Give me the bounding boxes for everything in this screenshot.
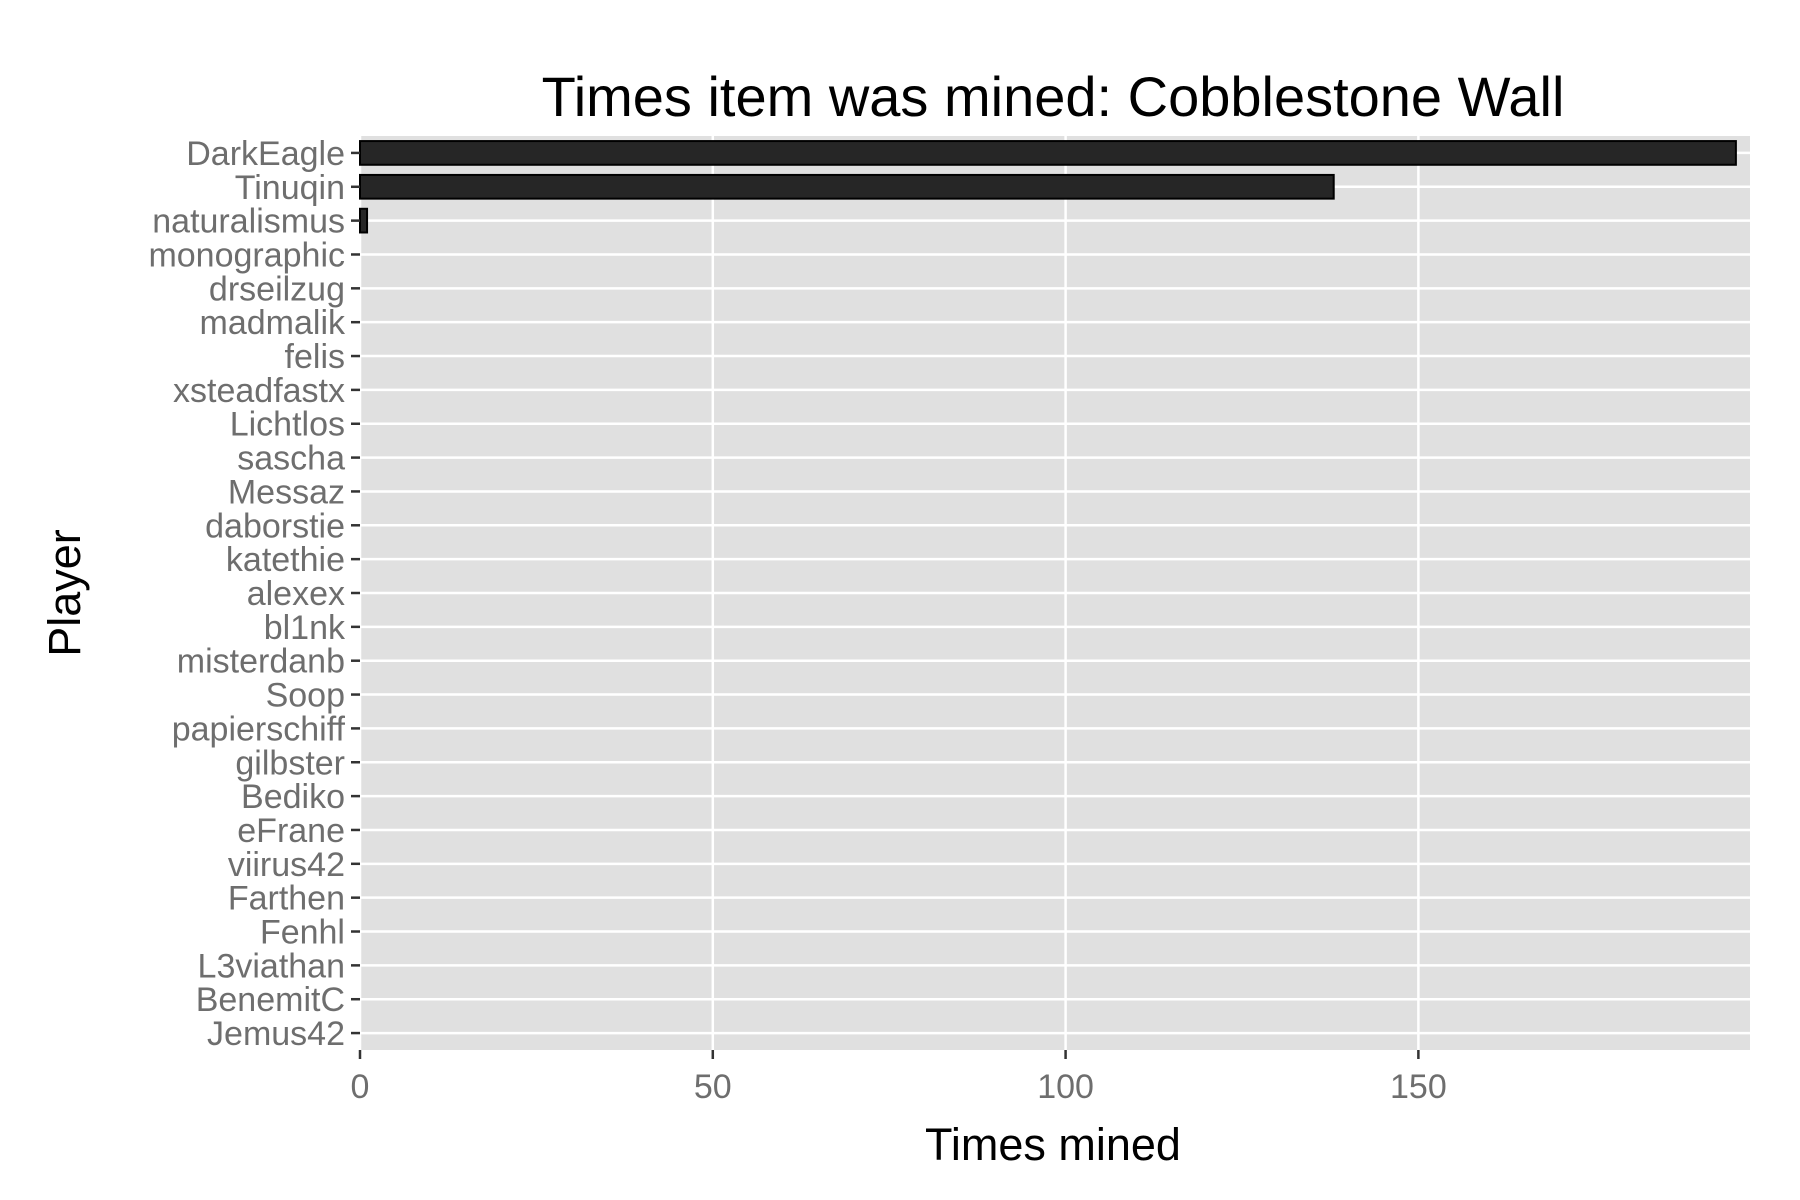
bar (359, 207, 369, 234)
y-tick-label: L3viathan (198, 947, 345, 985)
y-tick-label: Tinuqin (235, 169, 345, 207)
x-tick-label: 150 (1390, 1068, 1447, 1106)
x-axis-title: Times mined (925, 1119, 1181, 1170)
y-tick-label: katethie (226, 541, 345, 579)
y-tick-label: naturalismus (152, 203, 345, 241)
x-tick-label: 0 (351, 1068, 370, 1106)
y-tick-label: papierschiff (172, 710, 346, 748)
y-tick-label: Fenhl (260, 914, 345, 952)
y-tick-label: bl1nk (264, 609, 346, 647)
y-tick-label: madmalik (200, 304, 346, 342)
y-tick-label: DarkEagle (186, 135, 345, 173)
y-tick-label: sascha (237, 440, 345, 478)
y-tick-label: Jemus42 (207, 1015, 345, 1053)
y-tick-label: viirus42 (228, 846, 345, 884)
y-tick-label: felis (285, 338, 345, 376)
y-tick-label: Lichtlos (230, 406, 345, 444)
grid-lines (358, 136, 1750, 1050)
y-tick-label: Bediko (241, 778, 345, 816)
y-tick-label: Farthen (228, 880, 345, 918)
chart-title: Times item was mined: Cobblestone Wall (542, 65, 1565, 128)
x-tick-label: 100 (1037, 1068, 1094, 1106)
y-axis: DarkEagleTinuqinnaturalismusmonographicd… (148, 135, 360, 1053)
y-tick-label: daborstie (205, 507, 345, 545)
y-tick-label: alexex (247, 575, 345, 613)
y-tick-label: Soop (266, 677, 345, 715)
y-tick-label: misterdanb (177, 643, 345, 681)
x-tick-label: 50 (694, 1068, 732, 1106)
y-tick-label: Messaz (228, 473, 345, 511)
bar (359, 173, 1335, 200)
y-tick-label: monographic (148, 236, 345, 274)
y-axis-title: Player (39, 529, 90, 657)
y-tick-label: xsteadfastx (173, 372, 345, 410)
y-tick-label: gilbster (235, 744, 345, 782)
x-axis: 0 50 100 150 (351, 1050, 1447, 1106)
y-tick-label: drseilzug (209, 270, 345, 308)
y-tick-label: eFrane (237, 812, 345, 850)
y-tick-label: BenemitC (196, 981, 345, 1019)
bar (359, 140, 1737, 166)
